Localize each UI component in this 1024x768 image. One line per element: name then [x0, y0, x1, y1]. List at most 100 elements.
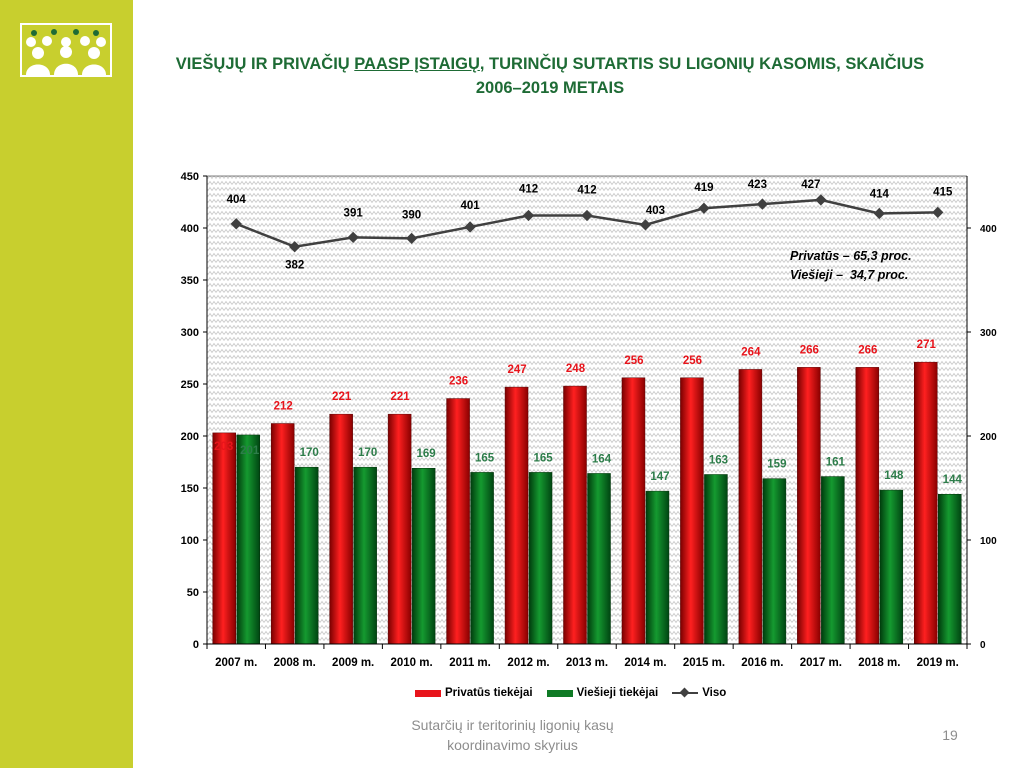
bar-private: [738, 369, 763, 645]
x-tick-label: 2019 m.: [917, 657, 959, 669]
y-tick-label: 100: [181, 535, 199, 547]
data-label-public: 147: [650, 471, 669, 483]
bar-public: [879, 489, 904, 645]
data-label-private: 264: [741, 346, 761, 358]
point-total: [698, 202, 710, 214]
data-label-total: 382: [285, 260, 304, 272]
data-label-total: 414: [870, 188, 890, 200]
bar-public: [353, 466, 377, 645]
side-accent-band: [0, 0, 133, 768]
data-label-public: 169: [417, 448, 436, 460]
bar-private: [504, 386, 529, 645]
y2-tick-label: 100: [980, 536, 997, 547]
bar-public: [821, 476, 845, 645]
x-tick-label: 2015 m.: [683, 657, 725, 669]
data-label-total: 423: [748, 179, 767, 191]
y-tick-label: 400: [181, 223, 199, 235]
data-label-private: 203: [214, 441, 233, 453]
point-total: [289, 241, 301, 253]
title-line-2: 2006–2019 METAIS: [475, 79, 625, 97]
share-annotation-private: Privatūs – 65,3 proc.: [790, 249, 912, 263]
x-tick-label: 2010 m.: [391, 657, 433, 669]
title-part-a: VIEŠŲJŲ IR PRIVAČIŲ: [175, 55, 355, 73]
bar-private: [914, 361, 938, 645]
x-tick-label: 2009 m.: [332, 657, 374, 669]
data-label-public: 148: [884, 470, 904, 482]
bar-public: [236, 434, 260, 645]
point-total: [464, 221, 476, 233]
bar-private: [270, 423, 295, 645]
data-label-total: 401: [460, 200, 480, 212]
bar-public: [645, 490, 670, 645]
data-label-public: 164: [592, 453, 612, 465]
legend-item-private: Privatūs tiekėjai: [415, 687, 533, 699]
data-label-private: 248: [566, 363, 586, 375]
legend-label-total: Viso: [702, 687, 727, 699]
bar-private: [621, 377, 646, 645]
bar-public: [762, 478, 787, 645]
data-label-private: 266: [858, 344, 877, 356]
y2-tick-label: 200: [980, 432, 997, 443]
x-tick-label: 2014 m.: [624, 657, 666, 669]
data-label-private: 256: [683, 355, 702, 367]
data-label-total: 415: [933, 186, 953, 198]
plot-area: [207, 176, 967, 644]
data-label-private: 221: [332, 391, 352, 403]
data-label-public: 159: [767, 459, 786, 471]
x-tick-label: 2011 m.: [449, 657, 491, 669]
y-tick-label: 450: [181, 171, 199, 183]
x-tick-label: 2017 m.: [800, 657, 842, 669]
data-label-public: 163: [709, 454, 728, 466]
x-tick-label: 2013 m.: [566, 657, 608, 669]
people-group-icon: [18, 21, 114, 79]
point-total: [932, 206, 944, 219]
data-label-private: 212: [274, 401, 293, 413]
share-annotation-public: Viešieji – 34,7 proc.: [790, 268, 908, 282]
title-part-b: , TURINČIŲ SUTARTIS SU LIGONIŲ KASOMIS, …: [479, 55, 925, 73]
bar-public: [587, 473, 611, 645]
x-tick-label: 2018 m.: [858, 657, 900, 669]
data-label-private: 256: [624, 355, 643, 367]
chart-legend: Privatūs tiekėjai Viešieji tiekėjai Viso: [415, 685, 740, 701]
bar-private: [212, 432, 236, 645]
legend-label-private: Privatūs tiekėjai: [445, 687, 533, 699]
data-label-total: 412: [519, 184, 538, 196]
data-label-public: 144: [943, 474, 963, 486]
data-label-private: 271: [917, 339, 937, 351]
bar-public: [294, 466, 319, 645]
point-total: [581, 209, 593, 222]
point-total: [522, 209, 535, 222]
legend-swatch-total: [672, 688, 699, 698]
bar-public: [470, 472, 494, 645]
y2-tick-label: 0: [980, 640, 986, 651]
point-total: [815, 194, 827, 206]
y-tick-label: 200: [181, 431, 199, 443]
y-tick-label: 150: [181, 483, 199, 495]
data-label-public: 165: [533, 452, 553, 464]
data-label-total: 391: [344, 207, 364, 219]
y-tick-label: 250: [181, 379, 199, 391]
data-label-private: 236: [449, 376, 468, 388]
legend-swatch-public: [546, 689, 573, 697]
page-number: 19: [942, 727, 958, 743]
bar-private: [329, 413, 353, 645]
data-label-public: 170: [358, 447, 377, 459]
bar-private: [563, 385, 587, 645]
point-total: [347, 231, 359, 244]
x-tick-label: 2007 m.: [215, 657, 257, 669]
legend-item-public: Viešieji tiekėjai: [546, 687, 658, 699]
page-title: VIEŠŲJŲ IR PRIVAČIŲ PAASP ĮSTAIGŲ, TURIN…: [135, 52, 965, 100]
x-tick-label: 2016 m.: [741, 657, 783, 669]
data-label-private: 266: [800, 344, 819, 356]
data-label-total: 419: [694, 182, 713, 194]
y2-tick-label: 400: [980, 224, 997, 235]
y2-tick-label: 300: [980, 328, 997, 339]
bar-public: [938, 493, 962, 645]
bar-public: [704, 474, 728, 645]
bar-private: [680, 377, 704, 645]
y-tick-label: 0: [193, 639, 199, 651]
data-label-total: 404: [227, 194, 247, 206]
point-total: [873, 207, 885, 220]
y-tick-label: 300: [181, 327, 199, 339]
